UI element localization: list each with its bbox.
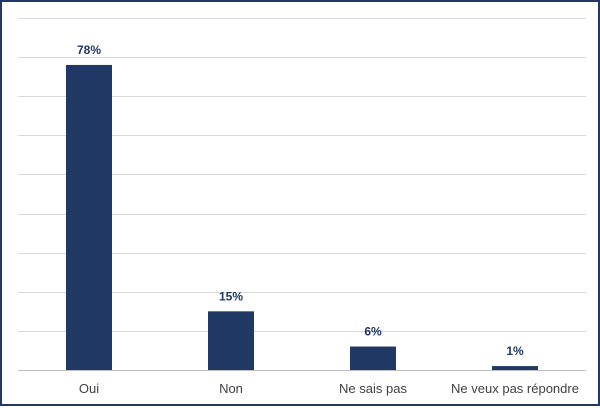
data-label: 6% (364, 325, 382, 339)
data-label: 15% (219, 289, 243, 303)
data-label: 78% (77, 43, 101, 57)
x-tick-labels: Oui Non Ne sais pas Ne veux pas répondre (79, 381, 579, 396)
x-tick-label: Oui (79, 381, 99, 396)
bar (492, 366, 538, 370)
bar (208, 311, 254, 370)
bars (66, 64, 538, 370)
data-label: 1% (506, 344, 524, 358)
x-tick-label: Non (219, 381, 243, 396)
gridlines (18, 18, 586, 371)
x-tick-label: Ne veux pas répondre (451, 381, 579, 396)
x-tick-label: Ne sais pas (339, 381, 407, 396)
bar (350, 346, 396, 370)
data-labels: 78% 15% 6% 1% (77, 43, 524, 358)
bar (66, 64, 112, 370)
